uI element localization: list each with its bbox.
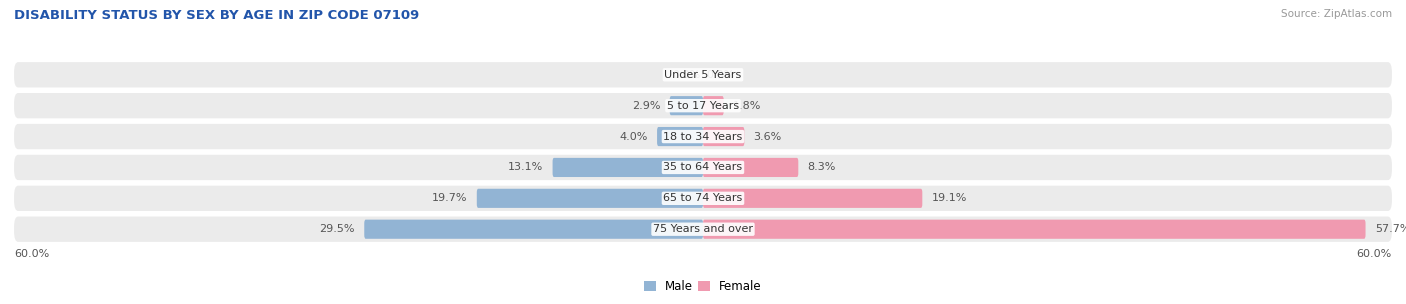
Text: 0.0%: 0.0%: [672, 70, 700, 80]
Text: 35 to 64 Years: 35 to 64 Years: [664, 162, 742, 172]
Legend: Male, Female: Male, Female: [640, 275, 766, 298]
FancyBboxPatch shape: [14, 62, 1392, 88]
Text: 60.0%: 60.0%: [1357, 249, 1392, 259]
FancyBboxPatch shape: [14, 186, 1392, 211]
Text: 2.9%: 2.9%: [633, 101, 661, 111]
FancyBboxPatch shape: [703, 219, 1365, 239]
Text: 18 to 34 Years: 18 to 34 Years: [664, 132, 742, 142]
FancyBboxPatch shape: [703, 127, 744, 146]
FancyBboxPatch shape: [703, 189, 922, 208]
FancyBboxPatch shape: [477, 189, 703, 208]
FancyBboxPatch shape: [703, 158, 799, 177]
FancyBboxPatch shape: [364, 219, 703, 239]
Text: 5 to 17 Years: 5 to 17 Years: [666, 101, 740, 111]
FancyBboxPatch shape: [14, 93, 1392, 118]
Text: 0.0%: 0.0%: [706, 70, 734, 80]
Text: 1.8%: 1.8%: [733, 101, 761, 111]
Text: 3.6%: 3.6%: [754, 132, 782, 142]
Text: 19.1%: 19.1%: [932, 193, 967, 203]
FancyBboxPatch shape: [14, 124, 1392, 149]
FancyBboxPatch shape: [657, 127, 703, 146]
Text: 19.7%: 19.7%: [432, 193, 468, 203]
Text: 29.5%: 29.5%: [319, 224, 356, 234]
Text: 4.0%: 4.0%: [620, 132, 648, 142]
Text: Under 5 Years: Under 5 Years: [665, 70, 741, 80]
Text: 57.7%: 57.7%: [1375, 224, 1406, 234]
Text: Source: ZipAtlas.com: Source: ZipAtlas.com: [1281, 9, 1392, 19]
Text: 75 Years and over: 75 Years and over: [652, 224, 754, 234]
Text: 13.1%: 13.1%: [508, 162, 543, 172]
Text: 60.0%: 60.0%: [14, 249, 49, 259]
Text: 65 to 74 Years: 65 to 74 Years: [664, 193, 742, 203]
FancyBboxPatch shape: [14, 155, 1392, 180]
Text: DISABILITY STATUS BY SEX BY AGE IN ZIP CODE 07109: DISABILITY STATUS BY SEX BY AGE IN ZIP C…: [14, 9, 419, 22]
Text: 8.3%: 8.3%: [807, 162, 835, 172]
FancyBboxPatch shape: [14, 216, 1392, 242]
FancyBboxPatch shape: [703, 96, 724, 115]
FancyBboxPatch shape: [553, 158, 703, 177]
FancyBboxPatch shape: [669, 96, 703, 115]
